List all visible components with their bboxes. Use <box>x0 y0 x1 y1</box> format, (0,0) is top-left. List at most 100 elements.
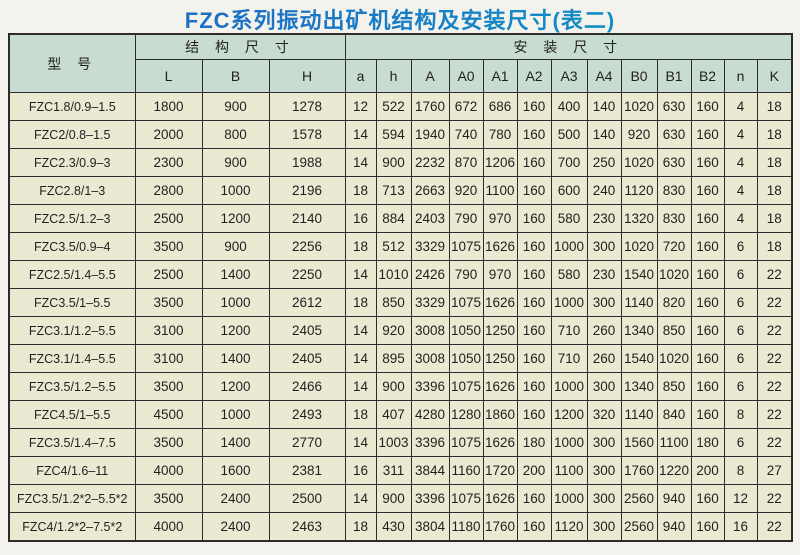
value-cell: 160 <box>690 316 725 345</box>
model-cell: FZC3.5/1.2*2–5.5*2 <box>8 484 136 513</box>
value-cell: 22 <box>756 260 793 289</box>
value-cell: 2232 <box>410 148 450 177</box>
value-cell: 2560 <box>620 484 658 513</box>
table-row: FZC3.1/1.4–5.5 3100 1400 2405 14 895 3008 1050 1… <box>8 344 793 373</box>
col-header-a2: A2 <box>516 59 552 93</box>
value-cell: 260 <box>586 344 622 373</box>
value-cell: 884 <box>375 204 412 233</box>
value-cell: 1278 <box>268 92 346 121</box>
value-cell: 14 <box>344 344 377 373</box>
value-cell: 300 <box>586 456 622 485</box>
value-cell: 1626 <box>482 484 518 513</box>
value-cell: 4 <box>723 92 758 121</box>
model-cell: FZC4.5/1–5.5 <box>8 400 136 429</box>
value-cell: 3500 <box>134 232 203 261</box>
value-cell: 1400 <box>201 260 270 289</box>
value-cell: 900 <box>201 92 270 121</box>
col-header-a3: A3 <box>550 59 588 93</box>
col-header-a0: A0 <box>448 59 484 93</box>
value-cell: 1940 <box>410 120 450 149</box>
value-cell: 1075 <box>448 484 484 513</box>
value-cell: 600 <box>550 176 588 205</box>
value-cell: 160 <box>690 120 725 149</box>
value-cell: 160 <box>516 120 552 149</box>
value-cell: 900 <box>201 232 270 261</box>
value-cell: 18 <box>344 400 377 429</box>
value-cell: 200 <box>690 456 725 485</box>
value-cell: 180 <box>516 428 552 457</box>
col-header-a: A <box>410 59 450 93</box>
value-cell: 920 <box>620 120 658 149</box>
value-cell: 6 <box>723 372 758 401</box>
value-cell: 900 <box>375 484 412 513</box>
value-cell: 230 <box>586 204 622 233</box>
value-cell: 895 <box>375 344 412 373</box>
value-cell: 4 <box>723 120 758 149</box>
value-cell: 22 <box>756 344 793 373</box>
value-cell: 1003 <box>375 428 412 457</box>
value-cell: 1200 <box>550 400 588 429</box>
value-cell: 2403 <box>410 204 450 233</box>
value-cell: 1000 <box>550 288 588 317</box>
value-cell: 1200 <box>201 204 270 233</box>
value-cell: 830 <box>656 204 692 233</box>
value-cell: 14 <box>344 120 377 149</box>
value-cell: 830 <box>656 176 692 205</box>
value-cell: 18 <box>756 176 793 205</box>
value-cell: 920 <box>375 316 412 345</box>
value-cell: 1020 <box>656 344 692 373</box>
value-cell: 1760 <box>410 92 450 121</box>
value-cell: 710 <box>550 344 588 373</box>
table-row: FZC2/0.8–1.5 2000 800 1578 14 594 1940 740 780 16… <box>8 120 793 149</box>
value-cell: 2140 <box>268 204 346 233</box>
value-cell: 300 <box>586 232 622 261</box>
value-cell: 6 <box>723 344 758 373</box>
value-cell: 1075 <box>448 372 484 401</box>
value-cell: 3329 <box>410 232 450 261</box>
value-cell: 160 <box>690 344 725 373</box>
value-cell: 2400 <box>201 484 270 513</box>
value-cell: 3396 <box>410 372 450 401</box>
value-cell: 18 <box>756 120 793 149</box>
value-cell: 1000 <box>550 232 588 261</box>
value-cell: 3396 <box>410 428 450 457</box>
value-cell: 1600 <box>201 456 270 485</box>
value-cell: 900 <box>375 148 412 177</box>
value-cell: 4 <box>723 204 758 233</box>
value-cell: 160 <box>690 484 725 513</box>
col-header-a: a <box>344 59 377 93</box>
value-cell: 2300 <box>134 148 203 177</box>
value-cell: 1075 <box>448 232 484 261</box>
model-cell: FZC2.5/1.4–5.5 <box>8 260 136 289</box>
value-cell: 160 <box>690 512 725 542</box>
value-cell: 160 <box>690 176 725 205</box>
value-cell: 22 <box>756 288 793 317</box>
value-cell: 2770 <box>268 428 346 457</box>
value-cell: 850 <box>656 316 692 345</box>
table-row: FZC4.5/1–5.5 4500 1000 2493 18 407 4280 1280 186… <box>8 400 793 429</box>
value-cell: 2400 <box>201 512 270 542</box>
value-cell: 22 <box>756 484 793 513</box>
value-cell: 2800 <box>134 176 203 205</box>
value-cell: 2196 <box>268 176 346 205</box>
col-header-l: L <box>134 59 203 93</box>
value-cell: 160 <box>516 260 552 289</box>
value-cell: 800 <box>201 120 270 149</box>
value-cell: 1100 <box>656 428 692 457</box>
value-cell: 720 <box>656 232 692 261</box>
value-cell: 1140 <box>620 288 658 317</box>
value-cell: 1000 <box>201 176 270 205</box>
value-cell: 160 <box>516 400 552 429</box>
table-row: FZC2.8/1–3 2800 1000 2196 18 713 2663 920 1100 16… <box>8 176 793 205</box>
value-cell: 900 <box>375 372 412 401</box>
value-cell: 160 <box>690 204 725 233</box>
value-cell: 1020 <box>620 92 658 121</box>
value-cell: 140 <box>586 92 622 121</box>
value-cell: 1206 <box>482 148 518 177</box>
value-cell: 1100 <box>550 456 588 485</box>
value-cell: 3804 <box>410 512 450 542</box>
value-cell: 2500 <box>268 484 346 513</box>
value-cell: 1626 <box>482 372 518 401</box>
